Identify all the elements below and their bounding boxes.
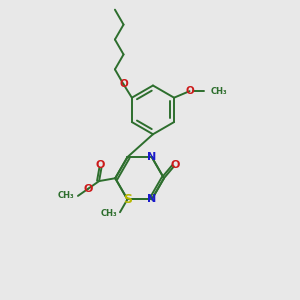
Text: CH₃: CH₃ (58, 191, 74, 200)
Text: O: O (119, 79, 128, 89)
Text: O: O (95, 160, 105, 170)
Text: O: O (83, 184, 93, 194)
Text: N: N (147, 194, 156, 204)
Text: S: S (123, 193, 132, 206)
Text: CH₃: CH₃ (210, 87, 227, 96)
Text: O: O (171, 160, 180, 170)
Text: O: O (185, 86, 194, 96)
Text: CH₃: CH₃ (100, 209, 117, 218)
Text: N: N (147, 152, 156, 162)
